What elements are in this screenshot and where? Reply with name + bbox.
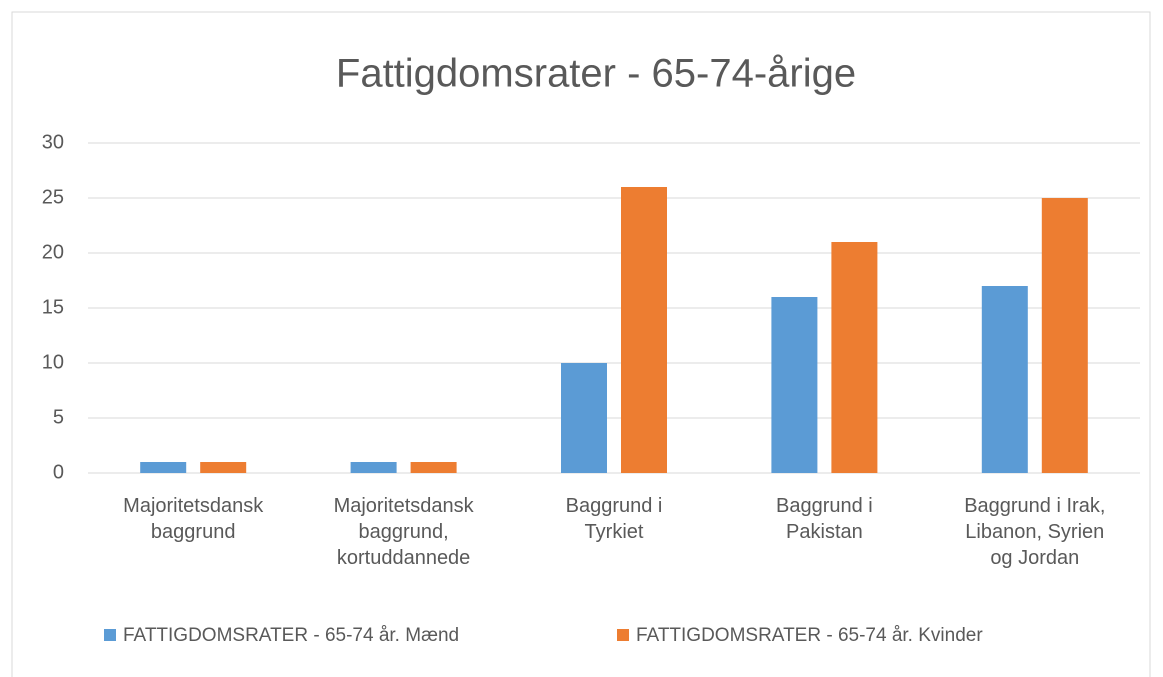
x-tick-label: Baggrund i Irak, Libanon, Syrien og Jord… [964,495,1106,569]
y-tick-label: 30 [42,131,64,153]
bar [771,297,818,473]
bar [140,462,187,473]
chart-title: Fattigdomsrater - 65-74-årige [336,52,856,96]
legend-label: FATTIGDOMSRATER - 65-74 år. Kvinder [636,625,983,646]
bar [1041,198,1088,473]
y-tick-label: 20 [42,241,64,263]
x-tick-label: Baggrund i Tyrkiet [565,495,663,543]
y-tick-label: 0 [53,461,64,483]
legend-swatch [104,629,116,641]
bar [350,462,397,473]
x-tick-label: Baggrund i Pakistan [776,495,873,543]
y-tick-label: 10 [42,351,64,373]
bar [981,286,1028,473]
y-tick-label: 5 [53,406,64,428]
legend-swatch [617,629,629,641]
bar [410,462,457,473]
bar [831,242,878,473]
y-tick-label: 25 [42,186,64,208]
y-tick-label: 15 [42,296,64,318]
bar [561,363,607,473]
bar [200,462,247,473]
x-tick-label: Majoritetsdansk baggrund [123,495,264,543]
legend-label: FATTIGDOMSRATER - 65-74 år. Mænd [123,625,459,646]
bar [621,187,667,473]
chart-border [11,11,1151,677]
x-tick-label: Majoritetsdansk baggrund, kortuddannede [333,495,474,569]
